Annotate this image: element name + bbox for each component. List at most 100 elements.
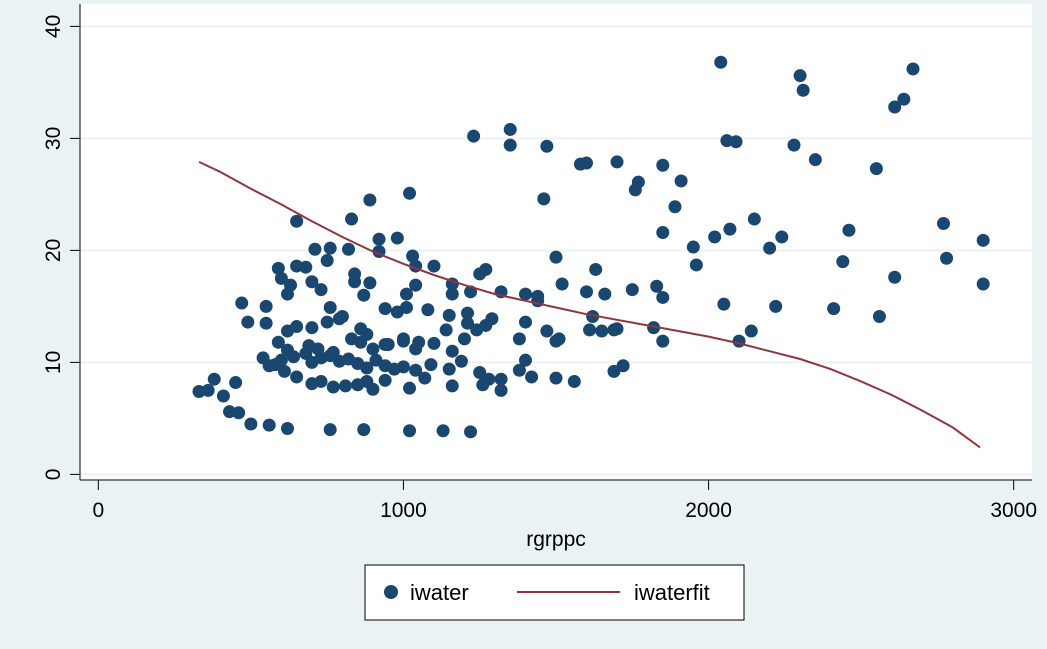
data-point xyxy=(390,231,404,245)
data-point xyxy=(378,337,392,351)
data-point xyxy=(674,174,688,188)
data-point xyxy=(872,309,886,323)
data-point xyxy=(525,370,539,384)
data-point xyxy=(607,323,621,337)
data-point xyxy=(357,288,371,302)
plot-area xyxy=(80,4,1032,480)
data-point xyxy=(442,362,456,376)
data-point xyxy=(406,249,420,263)
data-point xyxy=(259,316,273,330)
data-point xyxy=(378,302,392,316)
data-point xyxy=(305,275,319,289)
data-point xyxy=(537,192,551,206)
data-point xyxy=(409,363,423,377)
data-point xyxy=(229,376,243,390)
data-point xyxy=(555,277,569,291)
data-point xyxy=(549,250,563,264)
x-axis: 0 1000 2000 3000 xyxy=(80,479,1037,522)
data-point xyxy=(445,287,459,301)
fit-line-series xyxy=(198,160,981,449)
data-point xyxy=(494,383,508,397)
data-point xyxy=(494,372,508,386)
data-point xyxy=(403,381,417,395)
data-point xyxy=(244,417,258,431)
data-point xyxy=(616,359,630,373)
x-axis-title: rgrppc xyxy=(526,528,586,551)
data-point xyxy=(427,336,441,350)
data-point xyxy=(357,423,371,437)
data-point xyxy=(937,217,951,231)
data-point xyxy=(418,371,432,385)
y-tick-label: 0 xyxy=(42,469,65,481)
data-point xyxy=(610,155,624,169)
data-point xyxy=(631,175,645,189)
data-point xyxy=(241,315,255,329)
data-point xyxy=(869,162,883,176)
data-point xyxy=(656,334,670,348)
data-point xyxy=(323,241,337,255)
data-point xyxy=(280,421,294,435)
y-tick-label: 30 xyxy=(42,127,65,150)
data-point xyxy=(326,380,340,394)
data-point xyxy=(360,361,374,375)
data-point xyxy=(445,379,459,393)
data-point xyxy=(567,374,581,388)
data-point xyxy=(518,315,532,329)
data-point xyxy=(512,363,526,377)
data-point xyxy=(580,285,594,299)
data-point xyxy=(366,342,380,356)
data-point xyxy=(473,365,487,379)
legend: iwater iwaterfit xyxy=(364,564,745,621)
gridlines xyxy=(80,25,1032,476)
data-point xyxy=(409,278,423,292)
legend-label-iwater: iwater xyxy=(410,580,469,605)
data-point xyxy=(363,276,377,290)
data-point xyxy=(625,283,639,297)
data-point xyxy=(583,323,597,337)
data-point xyxy=(403,424,417,438)
data-point xyxy=(280,287,294,301)
data-point xyxy=(299,260,313,274)
data-point xyxy=(305,321,319,335)
data-point xyxy=(793,69,807,83)
data-point xyxy=(201,383,215,397)
data-point xyxy=(396,360,410,374)
data-point xyxy=(345,212,359,226)
data-point xyxy=(271,261,285,275)
data-point xyxy=(976,277,990,291)
data-point xyxy=(277,364,291,378)
data-point xyxy=(320,253,334,267)
y-tick-label: 40 xyxy=(42,15,65,38)
data-point xyxy=(549,334,563,348)
data-point xyxy=(598,287,612,301)
data-point xyxy=(366,382,380,396)
data-point xyxy=(427,259,441,273)
data-point xyxy=(647,321,661,335)
x-tick-label: 1000 xyxy=(380,499,427,522)
data-point xyxy=(589,262,603,276)
data-point xyxy=(747,212,761,226)
y-tick-label: 10 xyxy=(42,351,65,374)
legend-box xyxy=(364,564,745,621)
data-point xyxy=(479,318,493,332)
data-point xyxy=(540,324,554,338)
data-point xyxy=(518,287,532,301)
x-tick-label: 3000 xyxy=(990,499,1037,522)
data-point xyxy=(332,354,346,368)
data-point xyxy=(378,373,392,387)
data-point xyxy=(290,370,304,384)
data-point xyxy=(467,129,481,143)
data-point xyxy=(689,258,703,272)
legend-label-iwaterfit: iwaterfit xyxy=(634,580,710,605)
data-point xyxy=(461,316,475,330)
data-point xyxy=(479,262,493,276)
data-point xyxy=(259,299,273,313)
data-point xyxy=(650,279,664,293)
data-point xyxy=(290,320,304,334)
data-point xyxy=(503,138,517,152)
data-point xyxy=(216,389,230,403)
data-point xyxy=(262,359,276,373)
data-point xyxy=(274,353,288,367)
data-point xyxy=(744,324,758,338)
